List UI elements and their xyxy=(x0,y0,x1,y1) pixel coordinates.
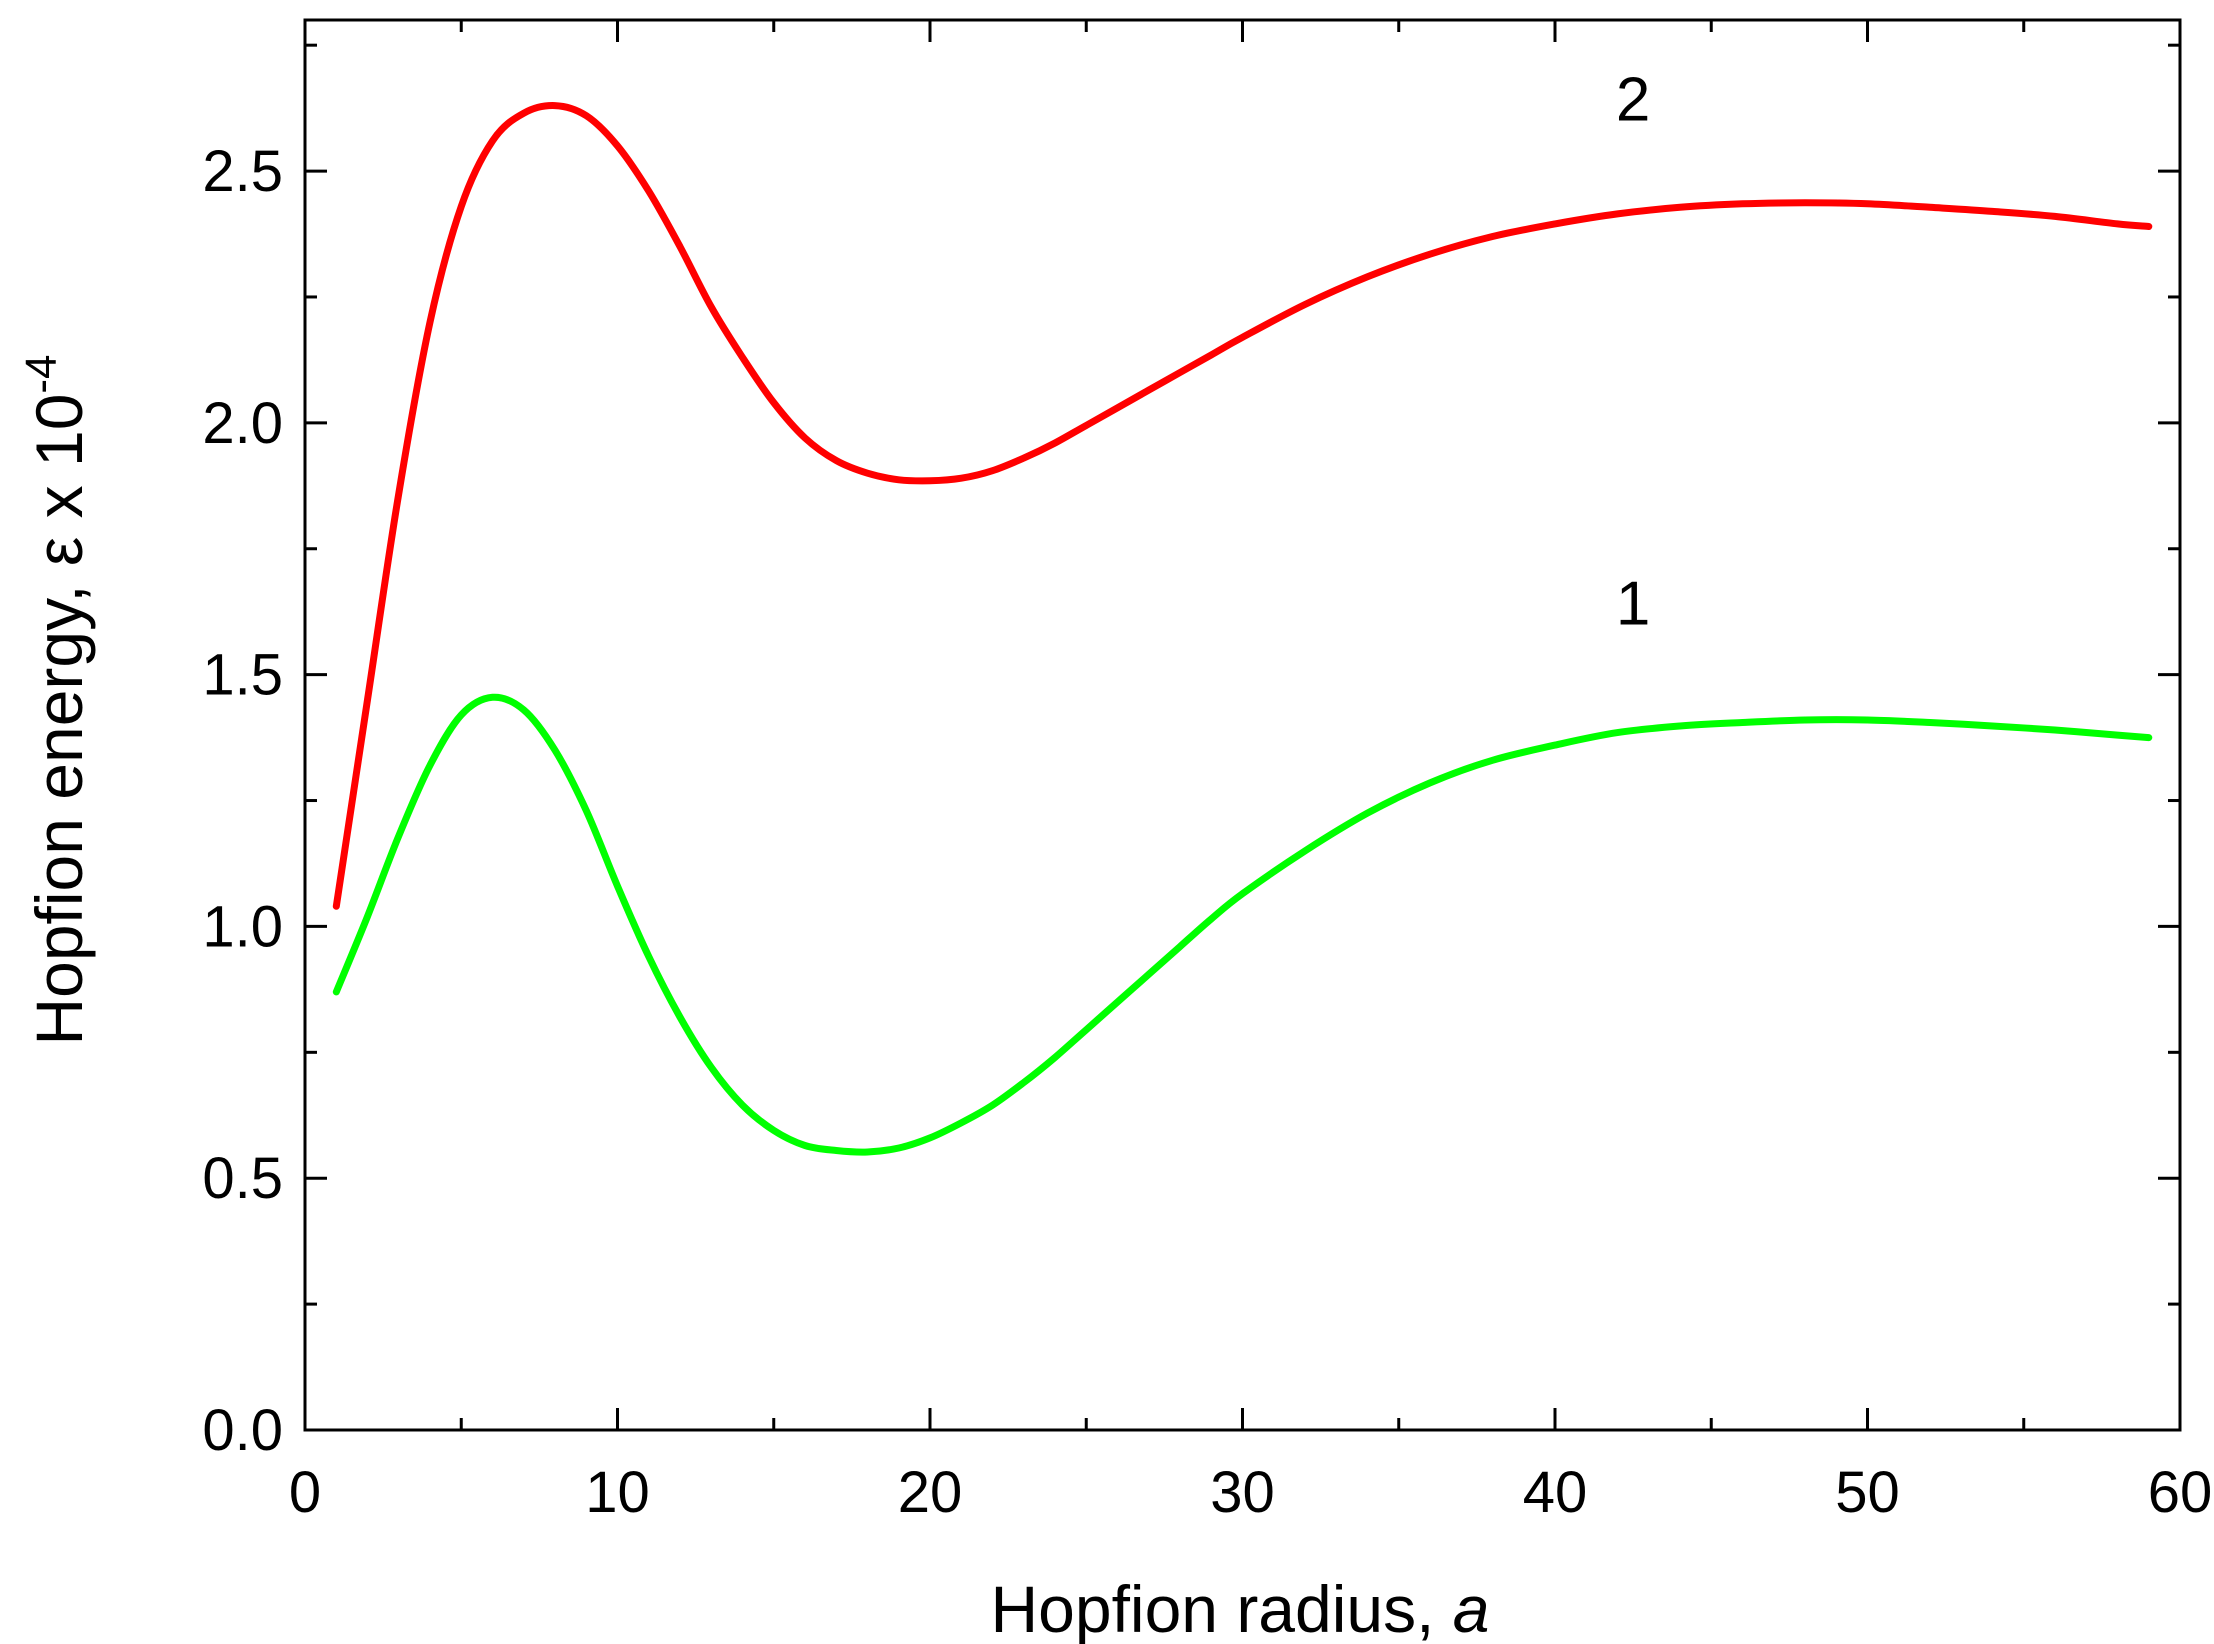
series-labels: 12 xyxy=(1616,66,1650,639)
x-axis-title-text: Hopfion radius, xyxy=(991,1572,1453,1644)
y-tick-label: 0.5 xyxy=(202,1146,283,1211)
y-tick-label: 1.5 xyxy=(202,643,283,708)
y-axis-title: Hopfion energy, ε x 10-4 xyxy=(17,354,96,1045)
x-tick-label: 60 xyxy=(2148,1460,2213,1525)
x-axis-title: Hopfion radius, a xyxy=(991,1572,1490,1644)
x-tick-label: 20 xyxy=(898,1460,963,1525)
series-label-1: 1 xyxy=(1616,569,1650,638)
y-tick-label: 0.0 xyxy=(202,1398,283,1463)
series-layer xyxy=(332,102,2153,1156)
y-axis-ticks: 0.0 0.5 1.0 1.5 2.0 2.5 xyxy=(202,43,2180,1463)
x-tick-label: 30 xyxy=(1210,1460,1275,1525)
series-line-1 xyxy=(332,693,2153,1156)
series-label-2: 2 xyxy=(1616,66,1650,135)
x-axis-ticks: 0 10 20 30 40 50 60 xyxy=(289,20,2212,1525)
y-axis-title-exponent: -4 xyxy=(17,354,66,393)
y-tick-label: 2.5 xyxy=(202,139,283,204)
y-tick-label: 2.0 xyxy=(202,391,283,456)
x-tick-label: 0 xyxy=(289,1460,321,1525)
series-line-2 xyxy=(332,102,2153,910)
y-tick-label: 1.0 xyxy=(202,894,283,959)
x-tick-label: 40 xyxy=(1523,1460,1588,1525)
y-axis-title-text: Hopfion energy, ε x 10 xyxy=(22,394,96,1046)
x-axis-title-symbol: a xyxy=(1453,1572,1490,1644)
x-tick-label: 10 xyxy=(585,1460,650,1525)
x-tick-label: 50 xyxy=(1835,1460,1900,1525)
